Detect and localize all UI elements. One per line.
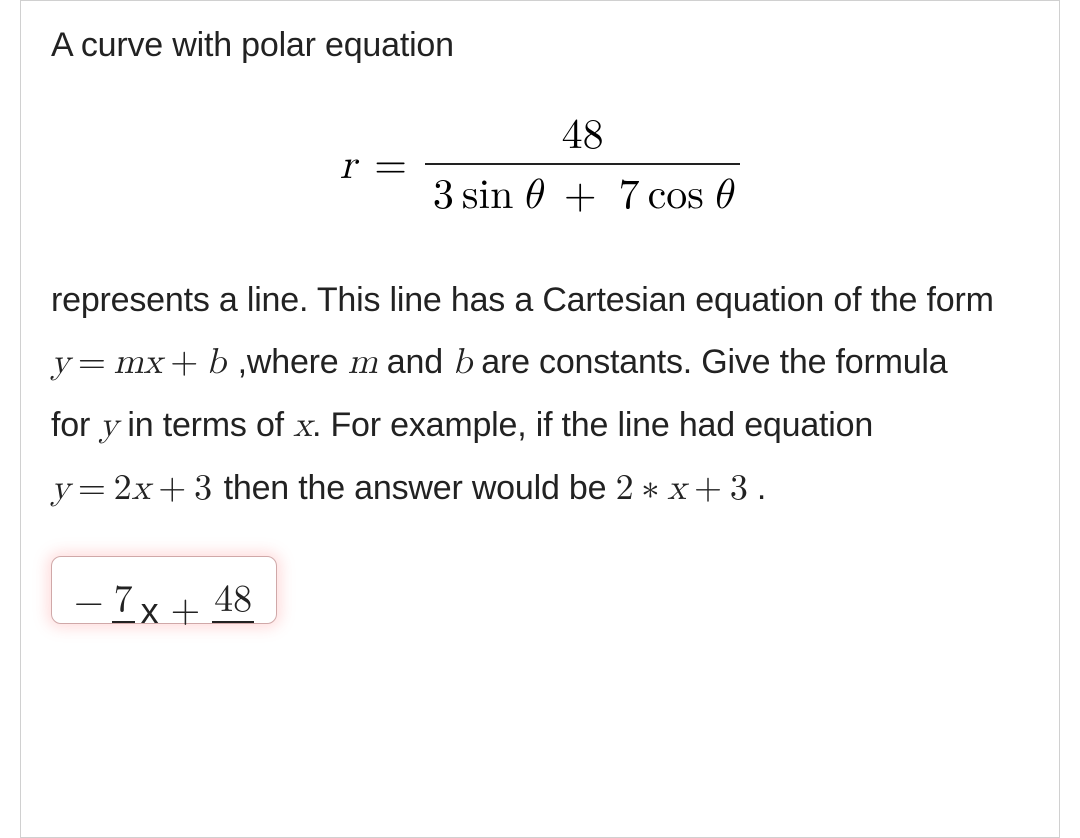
paragraph-5: y=2x+3 then the answer would be 2∗x+3 . <box>51 457 1029 520</box>
paragraph-3: y=mx+b ,where m and b are constants. Giv… <box>51 331 1029 394</box>
paragraph-2: represents a line. This line has a Carte… <box>51 271 1029 331</box>
example-eq: y=2x+3 <box>51 470 224 506</box>
eq-equals: = <box>374 141 407 191</box>
answer-minus: − <box>74 584 106 622</box>
question-card: A curve with polar equation r = 48 3sinθ… <box>20 0 1060 838</box>
intro-text: A curve with polar equation <box>51 16 1029 76</box>
polar-equation: r = 48 3sinθ + 7cosθ <box>51 111 1029 222</box>
eq-numerator: 48 <box>554 111 612 163</box>
paragraph-4: for y in terms of x. For example, if the… <box>51 394 1029 457</box>
answer-example: 2∗x+3 <box>616 470 748 506</box>
answer-input-box[interactable]: − 7 x + 48 <box>51 556 277 624</box>
answer-frac-2: 48 <box>212 581 254 625</box>
eq-fraction: 48 3sinθ + 7cosθ <box>425 111 740 222</box>
eq-lhs: r <box>340 141 356 191</box>
answer-x: x <box>141 593 159 629</box>
eq-denominator: 3sinθ + 7cosθ <box>425 163 740 221</box>
answer-plus: + <box>165 592 207 630</box>
answer-frac-1: 7 <box>112 581 135 625</box>
line-form-eq: y=mx+b <box>51 344 238 380</box>
